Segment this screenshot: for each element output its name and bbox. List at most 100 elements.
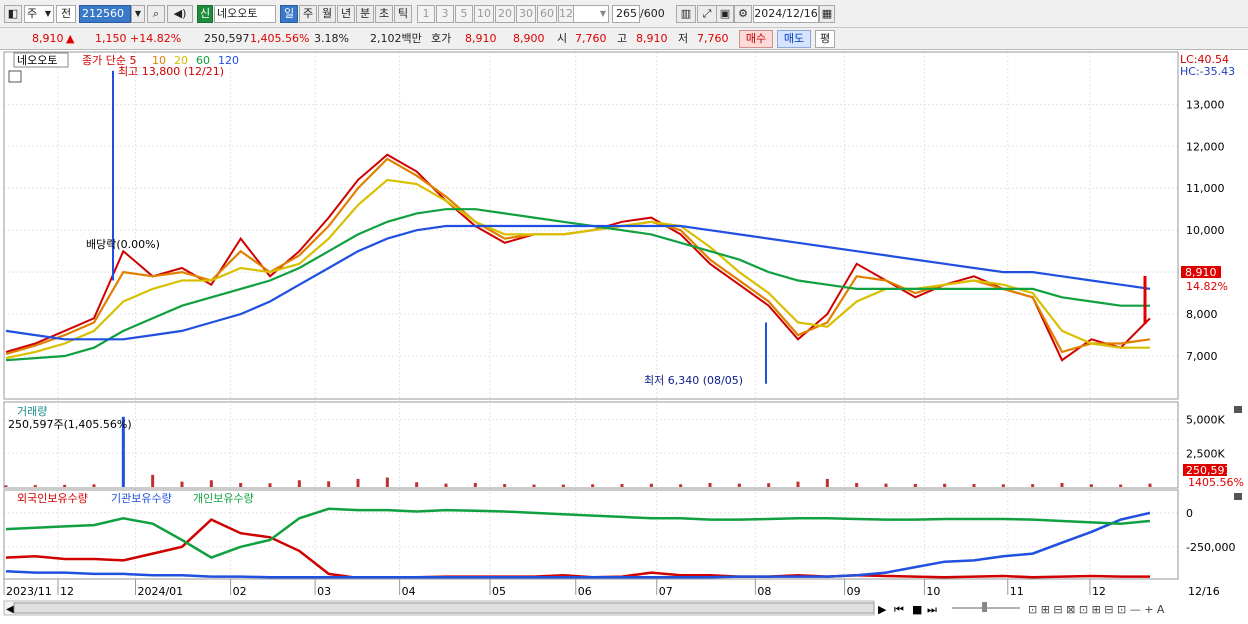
count-input[interactable]: 265	[612, 5, 640, 23]
period-tab[interactable]: 월	[318, 5, 336, 23]
ma-line-2	[5, 178, 1150, 360]
calendar-icon[interactable]: ▦	[819, 5, 835, 23]
period-tab[interactable]: 년	[337, 5, 355, 23]
nav-next-icon: ▶	[878, 603, 887, 616]
period-tab[interactable]: 틱	[394, 5, 412, 23]
quote-change: 1,150	[95, 32, 127, 45]
x-tick-label: 12	[1092, 585, 1106, 598]
holding-y-tick: 0	[1186, 507, 1193, 520]
interval-button[interactable]: 1	[417, 5, 435, 23]
date-input[interactable]: 2024/12/16	[753, 5, 819, 23]
interval-button[interactable]: 30	[516, 5, 536, 23]
volume-bar	[913, 483, 917, 487]
volume-y-tick: 2,500K	[1186, 447, 1225, 460]
volume-bar	[151, 474, 155, 487]
nav-stop-icon: ■	[912, 603, 922, 616]
interval-button[interactable]: 10	[474, 5, 494, 23]
volume-bar	[327, 481, 331, 487]
holding-legend: 외국인보유수량 기관보유수량 개인보유수량	[17, 492, 254, 505]
eval-button[interactable]: 평	[815, 30, 835, 48]
holding-legend-item: 개인보유수량	[193, 492, 254, 505]
stock-code-input[interactable]: 212560	[79, 5, 131, 23]
speaker-icon[interactable]: ◀)	[167, 5, 193, 23]
layout-icon[interactable]: ◧	[4, 5, 22, 23]
open-label: 시	[557, 32, 568, 45]
high-annotation: 최고 13,800 (12/21)	[118, 65, 224, 78]
interval-button[interactable]: 20	[495, 5, 515, 23]
volume-bar	[943, 483, 947, 487]
volume-bar	[825, 478, 829, 487]
volume-bar	[473, 482, 477, 487]
stock-name-badge: 신	[197, 5, 213, 23]
crosshair-icon[interactable]: ⤢	[697, 5, 717, 23]
volume-bar	[1089, 484, 1093, 487]
interval-button[interactable]: 3	[436, 5, 454, 23]
period-tab[interactable]: 초	[375, 5, 393, 23]
volume-bar	[972, 484, 976, 487]
volume-bar	[1060, 482, 1064, 487]
price-panel-name: 네오오토	[17, 54, 57, 67]
sell-button[interactable]: 매도	[777, 30, 811, 48]
save-icon[interactable]: ▣	[716, 5, 734, 23]
chart-area[interactable]: 네오오토 종가 단순 5 10 20 60 120 최고 13,800 (12/21) …	[0, 50, 1248, 621]
ma-line-0	[5, 153, 1151, 362]
volume-bar	[239, 482, 243, 487]
period-tab[interactable]: 주	[299, 5, 317, 23]
holding-close-icon	[1234, 493, 1242, 500]
interval-dropdown[interactable]: ▼	[573, 5, 609, 23]
gear-icon[interactable]: ⚙	[734, 5, 752, 23]
type-label: 주	[27, 7, 38, 20]
x-tick-label: 09	[847, 585, 861, 598]
stock-chart[interactable]: 네오오토 종가 단순 5 10 20 60 120 최고 13,800 (12/21) …	[0, 50, 1248, 621]
holding-y-ticks: 0 -250,000	[1186, 507, 1235, 554]
volume-bar	[620, 484, 624, 487]
volume-bar	[1119, 484, 1123, 487]
x-tick-label: 04	[402, 585, 416, 598]
lc-label: LC:40.54	[1180, 53, 1229, 66]
stock-code: 212560	[82, 7, 124, 20]
search-icon[interactable]: ⌕	[147, 5, 165, 23]
type-dropdown[interactable]: 주 ▼	[24, 5, 54, 23]
dividend-annotation: 배당락(0.00%)	[86, 238, 160, 251]
buy-button[interactable]: 매수	[739, 30, 773, 48]
holding-y-tick: -250,000	[1186, 541, 1235, 554]
volume-close-icon	[1234, 406, 1242, 413]
x-tick-label: 2023/11	[6, 585, 52, 598]
period-tab[interactable]: 분	[356, 5, 374, 23]
low-annotation: 최저 6,340 (08/05)	[644, 374, 743, 387]
current-volume-box	[1183, 464, 1227, 476]
interval-button[interactable]: 60	[537, 5, 557, 23]
low-value: 7,760	[697, 32, 729, 45]
current-price-pct: 14.82%	[1186, 280, 1228, 293]
stock-name-tag-box	[13, 52, 69, 68]
price-legend: 종가 단순 5 10 20 60 120	[82, 54, 239, 67]
volume-bar	[297, 480, 301, 487]
scroll-left-icon: ◀	[6, 604, 14, 615]
holding-panel-frame	[3, 489, 1179, 580]
volume-bar	[708, 482, 712, 487]
interval-button[interactable]: 5	[455, 5, 473, 23]
hoga-label: 호가	[431, 32, 452, 45]
volume-bar	[121, 416, 125, 487]
volume-title: 거래량	[17, 405, 47, 418]
quote-price: 8,910	[32, 32, 64, 45]
price-legend-item: 60	[196, 54, 210, 67]
x-tick-label: 11	[1010, 585, 1024, 598]
quote-turnover: 3.18%	[314, 32, 349, 45]
x-tick-label: 07	[659, 585, 673, 598]
price-y-tick: 8,000	[1186, 308, 1218, 321]
holding-lines	[5, 507, 1151, 580]
price-legend-item: 20	[174, 54, 188, 67]
price-y-tick: 10,000	[1186, 224, 1225, 237]
volume-subtitle: 250,597주(1,405.56%)	[8, 418, 132, 431]
volume-panel-frame	[3, 401, 1179, 489]
chevron-down-icon[interactable]: ▼	[131, 5, 145, 23]
volume-bar	[503, 484, 507, 487]
period-tab[interactable]: 일	[280, 5, 298, 23]
stock-name-field[interactable]: 네오오토	[214, 5, 276, 23]
prev-dropdown[interactable]: 전	[56, 5, 76, 23]
volume-bar	[415, 482, 419, 487]
candle-icon[interactable]: ▥	[676, 5, 696, 23]
